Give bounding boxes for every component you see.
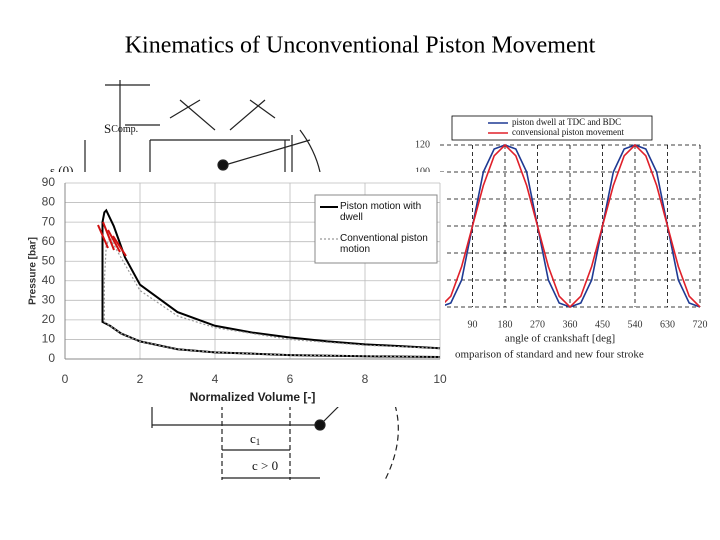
y-tick-label: 60 <box>42 234 56 248</box>
y-tick-label: 90 <box>42 175 56 189</box>
y-tick-label: 80 <box>42 195 56 209</box>
y-tick-label: 100 <box>415 166 430 177</box>
x-tick-label: 2 <box>137 372 144 386</box>
x-tick-label: 270 <box>530 319 545 330</box>
x-axis-label: Normalized Volume [-] <box>190 390 316 404</box>
x-tick-label: 720 <box>693 319 708 330</box>
x-tick-label: 360 <box>563 319 578 330</box>
x-tick-label: 0 <box>62 372 69 386</box>
x-tick-label: 180 <box>498 319 513 330</box>
hatch-line <box>107 229 121 253</box>
y-tick-label: 50 <box>42 253 56 267</box>
series-line <box>440 143 701 309</box>
legend-label: convensional piston movement <box>512 127 624 137</box>
y-tick-label: 20 <box>42 312 56 326</box>
x-tick-label: 10 <box>433 372 447 386</box>
legend-box <box>451 115 653 141</box>
x-tick-label: 540 <box>628 319 643 330</box>
diagram-label: c > 0 <box>252 458 278 473</box>
chart-caption: omparison of standard and new four strok… <box>455 349 644 361</box>
x-tick-label: 450 <box>595 319 610 330</box>
y-tick-label: 120 <box>415 139 430 150</box>
series-line <box>101 208 441 359</box>
x-tick-label: 4 <box>212 372 219 386</box>
y-tick-label: 30 <box>42 293 56 307</box>
slide-title: Kinematics of Unconventional Piston Move… <box>125 33 596 59</box>
x-tick-label: 6 <box>287 372 294 386</box>
legend-label-box: Piston motion with dwell <box>340 201 422 223</box>
annotation-hatch <box>97 221 127 257</box>
hatch-line <box>112 235 127 257</box>
piston-diagram: SComp. s (0) c1 c > 0 <box>50 80 399 481</box>
crank-chart: 02040608010012090180270360450540630720pi… <box>415 115 708 361</box>
x-tick-label: 90 <box>468 319 478 330</box>
hatch-line <box>97 224 109 249</box>
series-line <box>103 236 441 358</box>
x-axis-label: angle of crankshaft [deg] <box>505 333 615 345</box>
legend-label: Conventional piston motion <box>340 233 428 255</box>
legend-label: Piston motion with dwell <box>340 201 422 223</box>
pv-chart: 0 10 20 30 40 50 60 70 80 90 0 2 4 6 8 10 Piston motion … <box>28 175 447 404</box>
diagram-label: c1 <box>250 431 260 447</box>
y-tick-label: 10 <box>42 332 56 346</box>
legend-label: piston dwell at TDC and BDC <box>512 117 621 127</box>
y-tick-label: 40 <box>42 273 56 287</box>
hatch-line <box>102 221 115 251</box>
y-tick-label: 0 <box>48 351 55 365</box>
x-tick-label: 8 <box>362 372 369 386</box>
y-tick-label: 70 <box>42 214 56 228</box>
x-tick-label: 630 <box>660 319 675 330</box>
diagram-label: SComp. <box>104 121 138 136</box>
y-axis-label: Pressure [bar] <box>28 237 39 305</box>
legend-label-box: Conventional piston motion <box>340 233 428 255</box>
